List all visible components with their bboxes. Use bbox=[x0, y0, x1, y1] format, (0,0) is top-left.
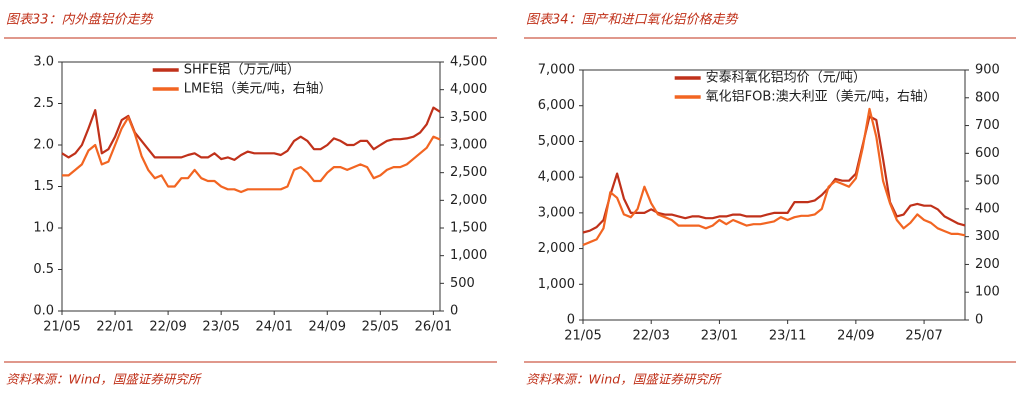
y2-tick-label: 4,000 bbox=[450, 82, 487, 97]
y2-tick-label: 700 bbox=[975, 118, 1000, 133]
series-line bbox=[61, 106, 441, 161]
y2-tick-label: 0 bbox=[450, 304, 458, 319]
y2-tick-label: 3,500 bbox=[450, 110, 487, 125]
y-tick-label: 1.5 bbox=[33, 179, 54, 194]
legend-label: 氧化铝FOB:澳大利亚（美元/吨，右轴） bbox=[706, 89, 936, 105]
plot-frame bbox=[61, 61, 441, 312]
y2-tick-label: 2,500 bbox=[450, 165, 487, 180]
x-tick-label: 24/09 bbox=[309, 320, 346, 335]
x-tick-label: 22/09 bbox=[149, 320, 186, 335]
x-tick-label: 26/01 bbox=[415, 320, 452, 335]
y2-tick-label: 1,500 bbox=[450, 221, 487, 236]
y-tick-label: 2.5 bbox=[33, 96, 54, 111]
y2-tick-label: 900 bbox=[975, 63, 1000, 78]
y2-tick-label: 800 bbox=[975, 90, 1000, 105]
source: 资料来源：Wind，国盛证券研究所 bbox=[526, 372, 723, 387]
y2-tick-label: 500 bbox=[975, 174, 1000, 189]
y-tick-label: 3.0 bbox=[33, 55, 54, 70]
y2-tick-label: 100 bbox=[975, 285, 1000, 300]
source: 资料来源：Wind，国盛证券研究所 bbox=[6, 372, 203, 387]
y-tick-label: 0.0 bbox=[33, 304, 54, 319]
y-tick-label: 1.0 bbox=[33, 221, 54, 236]
chart-title: 图表34：国产和进口氧化铝价格走势 bbox=[526, 13, 740, 28]
y-tick-label: 5,000 bbox=[538, 134, 575, 149]
x-tick-label: 24/09 bbox=[837, 329, 874, 344]
y-tick-label: 3,000 bbox=[538, 205, 575, 220]
y-tick-label: 1,000 bbox=[538, 277, 575, 292]
x-tick-label: 25/05 bbox=[362, 320, 399, 335]
y-tick-label: 0.5 bbox=[33, 262, 54, 277]
y2-tick-label: 500 bbox=[450, 276, 475, 291]
x-tick-label: 22/01 bbox=[96, 320, 133, 335]
y2-tick-label: 400 bbox=[975, 201, 1000, 216]
y2-tick-label: 3,000 bbox=[450, 138, 487, 153]
y2-tick-label: 200 bbox=[975, 257, 1000, 272]
x-tick-label: 21/05 bbox=[564, 329, 601, 344]
plot-frame bbox=[582, 69, 966, 321]
series-line bbox=[582, 115, 966, 234]
x-tick-label: 21/05 bbox=[43, 320, 80, 335]
series-line bbox=[582, 107, 966, 247]
y2-tick-label: 600 bbox=[975, 146, 1000, 161]
y-tick-label: 4,000 bbox=[538, 170, 575, 185]
x-tick-label: 23/01 bbox=[701, 329, 738, 344]
y-tick-label: 2.0 bbox=[33, 138, 54, 153]
x-tick-label: 23/05 bbox=[202, 320, 239, 335]
legend-label: 安泰科氧化铝均价（元/吨） bbox=[706, 71, 866, 86]
x-tick-label: 22/03 bbox=[632, 329, 669, 344]
y-tick-label: 2,000 bbox=[538, 241, 575, 256]
y2-tick-label: 300 bbox=[975, 229, 1000, 244]
y2-tick-label: 4,500 bbox=[450, 55, 487, 70]
y-tick-label: 0 bbox=[567, 313, 575, 328]
x-tick-label: 25/07 bbox=[905, 329, 942, 344]
y2-tick-label: 0 bbox=[975, 313, 983, 328]
x-tick-label: 23/11 bbox=[769, 329, 806, 344]
series-line bbox=[62, 116, 441, 194]
legend-label: LME铝（美元/吨，右轴） bbox=[184, 82, 332, 97]
y2-tick-label: 1,000 bbox=[450, 248, 487, 263]
chart-title: 图表33：内外盘铝价走势 bbox=[6, 12, 155, 28]
y-tick-label: 7,000 bbox=[538, 63, 575, 78]
legend-label: SHFE铝（万元/吨） bbox=[184, 63, 300, 78]
x-tick-label: 24/01 bbox=[255, 320, 292, 335]
y2-tick-label: 2,000 bbox=[450, 193, 487, 208]
y-tick-label: 6,000 bbox=[538, 98, 575, 113]
